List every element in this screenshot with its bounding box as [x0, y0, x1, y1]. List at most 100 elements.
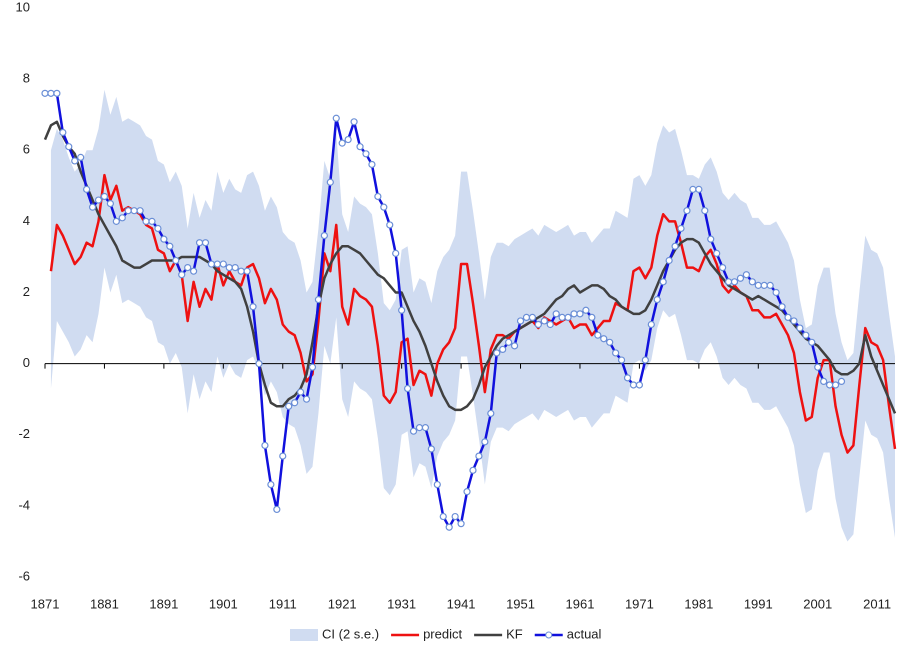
data-point [53, 89, 61, 97]
data-point [219, 260, 227, 268]
data-point [499, 345, 507, 353]
y-tick-label: 10 [16, 0, 30, 14]
data-point [184, 264, 192, 272]
x-tick-label: 1961 [566, 596, 595, 611]
data-point [225, 264, 233, 272]
y-tick-label: 6 [23, 142, 30, 157]
data-point [433, 480, 441, 489]
data-point [71, 157, 79, 165]
ci-band [50, 89, 896, 542]
data-point [558, 313, 566, 321]
data-point [338, 139, 346, 147]
data-point [671, 242, 679, 250]
data-point [724, 278, 733, 286]
data-point [130, 207, 138, 215]
data-point [451, 512, 459, 521]
data-point [403, 384, 412, 393]
data-point [564, 313, 572, 321]
data-point [439, 512, 447, 521]
data-point [178, 271, 186, 279]
series-line [49, 173, 897, 454]
legend-label: CI (2 s.e.) [322, 626, 379, 641]
data-point [77, 153, 85, 161]
x-tick-label: 2011 [863, 596, 891, 611]
data-point [534, 320, 542, 329]
data-point [814, 363, 822, 371]
x-tick-label: 1991 [744, 596, 773, 611]
data-point [522, 313, 531, 321]
legend-label: predict [423, 626, 462, 641]
data-point [576, 310, 584, 318]
data-point [415, 424, 424, 432]
data-point [677, 224, 685, 233]
data-point [742, 271, 750, 279]
x-tick-label: 1901 [209, 596, 238, 611]
data-point [160, 235, 168, 243]
data-point [421, 424, 430, 432]
data-point [83, 185, 91, 193]
data-point [350, 118, 358, 126]
x-tick-label: 1951 [506, 596, 535, 611]
data-point [88, 203, 97, 211]
data-point [617, 356, 626, 364]
data-point [606, 338, 614, 346]
data-point [600, 335, 608, 343]
data-point [231, 264, 239, 272]
data-point [243, 267, 251, 275]
data-point [386, 221, 394, 229]
data-point [588, 313, 596, 321]
data-point [213, 260, 221, 268]
data-point [273, 505, 281, 514]
data-point [582, 306, 590, 314]
data-point [148, 217, 156, 225]
data-point [516, 317, 525, 325]
data-point [302, 395, 311, 403]
data-point [623, 374, 632, 382]
data-point [802, 331, 810, 339]
data-point [748, 278, 756, 286]
data-point [790, 317, 798, 325]
data-point [362, 150, 370, 158]
data-point [493, 349, 501, 357]
data-point [683, 207, 691, 215]
x-tick-label: 1871 [31, 596, 60, 611]
data-point [647, 320, 655, 329]
data-point [808, 338, 816, 346]
legend-marker [545, 631, 553, 639]
x-tick-label: 1931 [387, 596, 416, 611]
data-point [398, 306, 406, 314]
data-point [736, 274, 745, 282]
data-point [445, 523, 453, 531]
x-tick-label: 1891 [149, 596, 178, 611]
data-point [772, 288, 780, 297]
data-point [249, 303, 257, 311]
data-point [332, 114, 340, 122]
data-point [713, 249, 721, 257]
data-point [594, 331, 602, 339]
x-tick-label: 1921 [328, 596, 357, 611]
y-tick-label: 0 [23, 355, 30, 370]
data-point [392, 249, 400, 257]
data-point [380, 203, 388, 211]
x-tick-label: 1971 [625, 596, 654, 611]
data-point [730, 278, 739, 286]
data-point [820, 377, 828, 386]
data-point [368, 160, 376, 169]
data-point [190, 267, 198, 275]
data-point [528, 313, 537, 321]
data-point [457, 520, 465, 528]
data-point [261, 441, 269, 450]
data-point [100, 192, 109, 201]
data-point [510, 342, 519, 350]
x-tick-label: 2001 [803, 596, 832, 611]
data-point [659, 278, 667, 286]
data-point [41, 89, 49, 97]
data-point [47, 89, 55, 97]
data-point [635, 381, 644, 389]
data-point [308, 363, 317, 371]
legend-label: KF [506, 626, 523, 641]
data-point [356, 143, 364, 151]
data-point [296, 388, 305, 396]
data-point [641, 356, 649, 364]
